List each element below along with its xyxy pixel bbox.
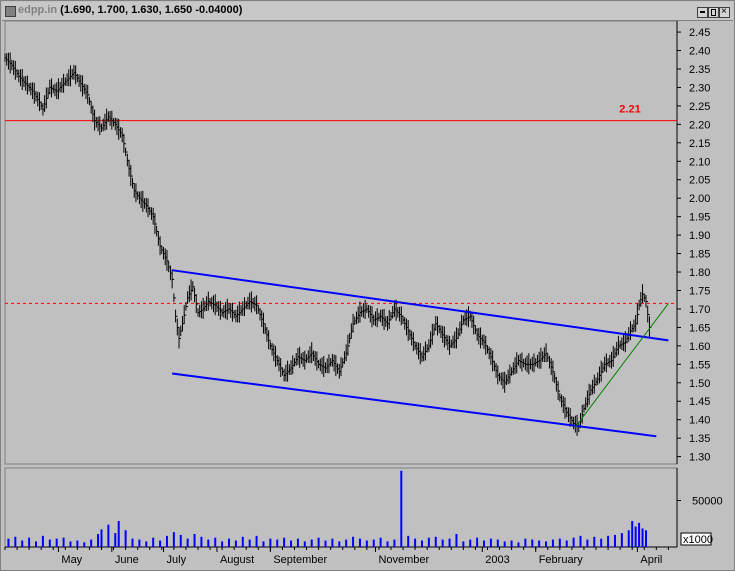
y-tick-label: 1.35 — [689, 433, 710, 445]
x-tick-label: July — [167, 554, 187, 566]
y-tick-label: 2.25 — [689, 101, 710, 113]
x-tick-label: June — [115, 554, 139, 566]
y-tick-label: 2.10 — [689, 156, 710, 168]
uptrend-line — [574, 303, 669, 428]
y-tick-label: 1.40 — [689, 415, 710, 427]
volume-panel — [4, 467, 678, 548]
y-tick-label: 2.20 — [689, 119, 710, 131]
channel-line — [172, 372, 657, 438]
y-tick-label: 2.35 — [689, 64, 710, 76]
y-tick-label: 1.80 — [689, 267, 710, 279]
y-tick-label: 1.65 — [689, 322, 710, 334]
title-bar[interactable]: edpp.in (1.690, 1.700, 1.630, 1.650 -0.0… — [2, 2, 733, 21]
volume-unit-box — [680, 532, 712, 546]
x-tick-label: September — [273, 554, 327, 566]
close-icon[interactable] — [719, 7, 730, 18]
y-tick-label: 2.00 — [689, 193, 710, 205]
price-bars — [4, 52, 652, 436]
y-tick-label: 1.30 — [689, 452, 710, 464]
y-tick-label: 1.45 — [689, 396, 710, 408]
title-quote: (1.690, 1.700, 1.630, 1.650 -0.04000) — [60, 4, 243, 16]
y-tick-label: 1.50 — [689, 378, 710, 390]
x-tick-label: April — [640, 554, 662, 566]
y-tick-label: 1.75 — [689, 285, 710, 297]
window-title: edpp.in (1.690, 1.700, 1.630, 1.650 -0.0… — [18, 4, 242, 16]
volume-y-tick-label: 50000 — [692, 496, 723, 508]
title-symbol: edpp.in — [18, 4, 58, 16]
volume-unit-label: x1000 — [683, 534, 713, 546]
x-tick-label: February — [539, 554, 584, 566]
channel-line — [171, 269, 669, 342]
app-icon[interactable] — [5, 6, 16, 17]
y-tick-label: 2.40 — [689, 46, 710, 58]
y-tick-label: 1.60 — [689, 341, 710, 353]
resistance-label: 2.21 — [619, 104, 640, 116]
y-tick-label: 1.90 — [689, 230, 710, 242]
y-tick-label: 2.15 — [689, 138, 710, 150]
y-tick-label: 1.95 — [689, 212, 710, 224]
y-tick-label: 1.55 — [689, 359, 710, 371]
y-tick-label: 2.05 — [689, 175, 710, 187]
y-tick-label: 2.30 — [689, 82, 710, 94]
volume-bars — [7, 470, 647, 547]
price-panel — [4, 20, 678, 465]
x-tick-label: 2003 — [485, 554, 509, 566]
y-tick-label: 2.45 — [689, 27, 710, 39]
minimize-icon[interactable] — [697, 7, 708, 18]
y-tick-label: 1.85 — [689, 249, 710, 261]
x-tick-label: August — [220, 554, 254, 566]
x-tick-label: May — [61, 554, 82, 566]
x-tick-label: November — [378, 554, 429, 566]
y-tick-label: 1.70 — [689, 304, 710, 316]
